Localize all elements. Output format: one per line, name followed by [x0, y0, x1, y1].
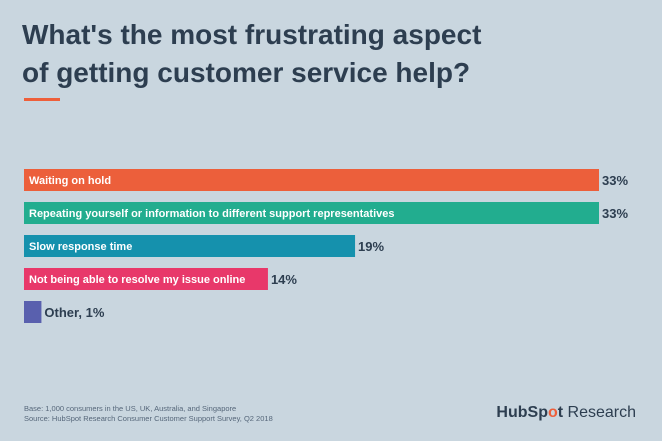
footnote-source: Source: HubSpot Research Consumer Custom…	[24, 414, 273, 423]
bar-label-1: Repeating yourself or information to dif…	[29, 208, 395, 220]
bar-1	[24, 202, 599, 224]
value-label-3: 14%	[271, 272, 297, 287]
value-label-1: 33%	[602, 206, 628, 221]
bar-2	[24, 235, 356, 257]
hubspot-research-logo: HubSpot Research	[496, 404, 636, 421]
footnote: Base: 1,000 consumers in the US, UK, Aus…	[24, 404, 273, 424]
value-label-4: Other, 1%	[44, 305, 104, 320]
bar-label-3: Not being able to resolve my issue onlin…	[29, 274, 245, 286]
title-line-2: of getting customer service help?	[22, 57, 471, 88]
title-line-1: What's the most frustrating aspect	[22, 19, 482, 50]
bar-3	[24, 268, 268, 290]
bar-label-2: Slow response time	[29, 241, 132, 253]
bar-0	[24, 169, 599, 191]
bar-4	[24, 301, 42, 323]
value-label-2: 19%	[358, 239, 384, 254]
bar-label-0: Waiting on hold	[29, 175, 111, 187]
chart-title: What's the most frustrating aspect of get…	[22, 16, 652, 92]
footnote-base: Base: 1,000 consumers in the US, UK, Aus…	[24, 404, 237, 413]
title-underline	[24, 98, 60, 101]
value-label-0: 33%	[602, 173, 628, 188]
